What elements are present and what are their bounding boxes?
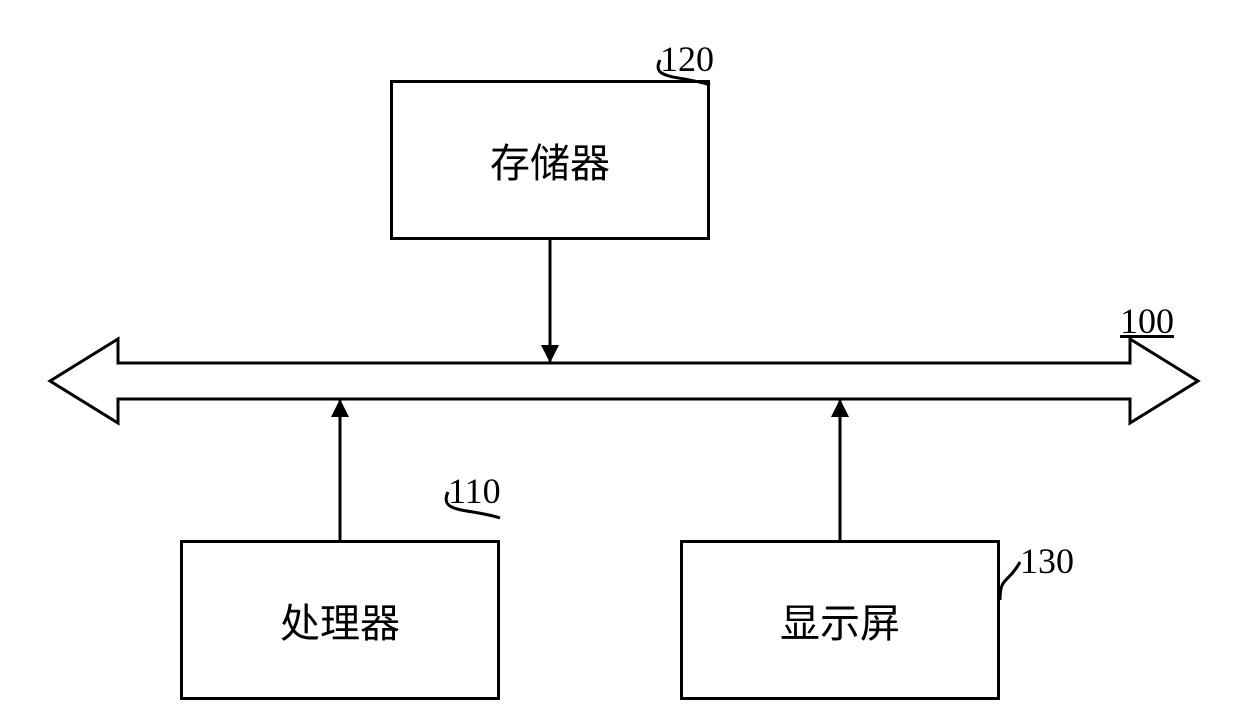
memory-box: 存储器	[390, 80, 710, 240]
memory-label: 存储器	[490, 131, 610, 189]
system-reference-label: 100	[1120, 300, 1174, 342]
processor-box: 处理器	[180, 540, 500, 700]
processor-ref-label: 110	[448, 470, 501, 512]
display-box: 显示屏	[680, 540, 1000, 700]
memory-ref-label: 120	[660, 38, 714, 80]
processor-label: 处理器	[280, 591, 400, 649]
bus-double-arrow	[50, 339, 1198, 423]
display-label: 显示屏	[780, 591, 900, 649]
diagram-stage: 存储器 120 处理器 110 显示屏 130 100	[0, 0, 1240, 723]
display-ref-label: 130	[1020, 540, 1074, 582]
